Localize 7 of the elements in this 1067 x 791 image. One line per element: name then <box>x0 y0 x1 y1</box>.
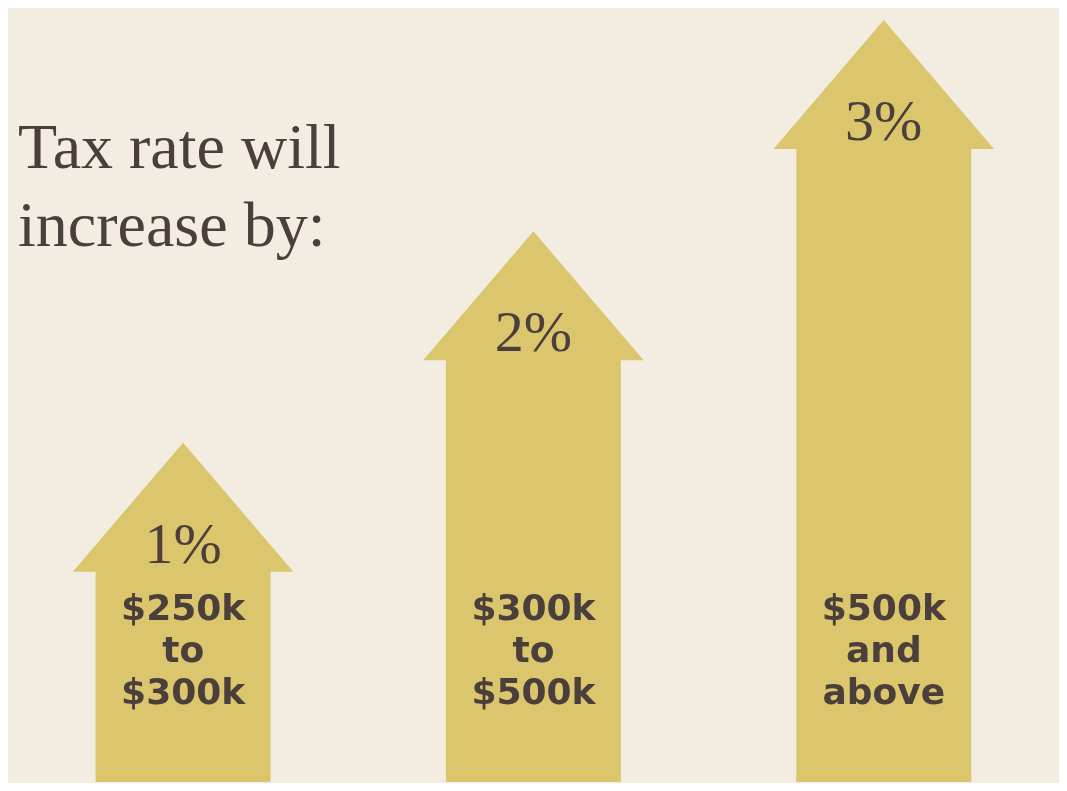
x-tick-label: $250k to $300k <box>121 587 247 712</box>
x-tick-label: $300k to $500k <box>471 587 597 712</box>
data-label: 2% <box>494 299 573 365</box>
chart-title: Tax rate will increase by: <box>18 110 342 262</box>
data-label: 3% <box>845 88 923 153</box>
x-tick-label: $500k and above <box>821 587 947 712</box>
data-label: 1% <box>144 510 222 576</box>
